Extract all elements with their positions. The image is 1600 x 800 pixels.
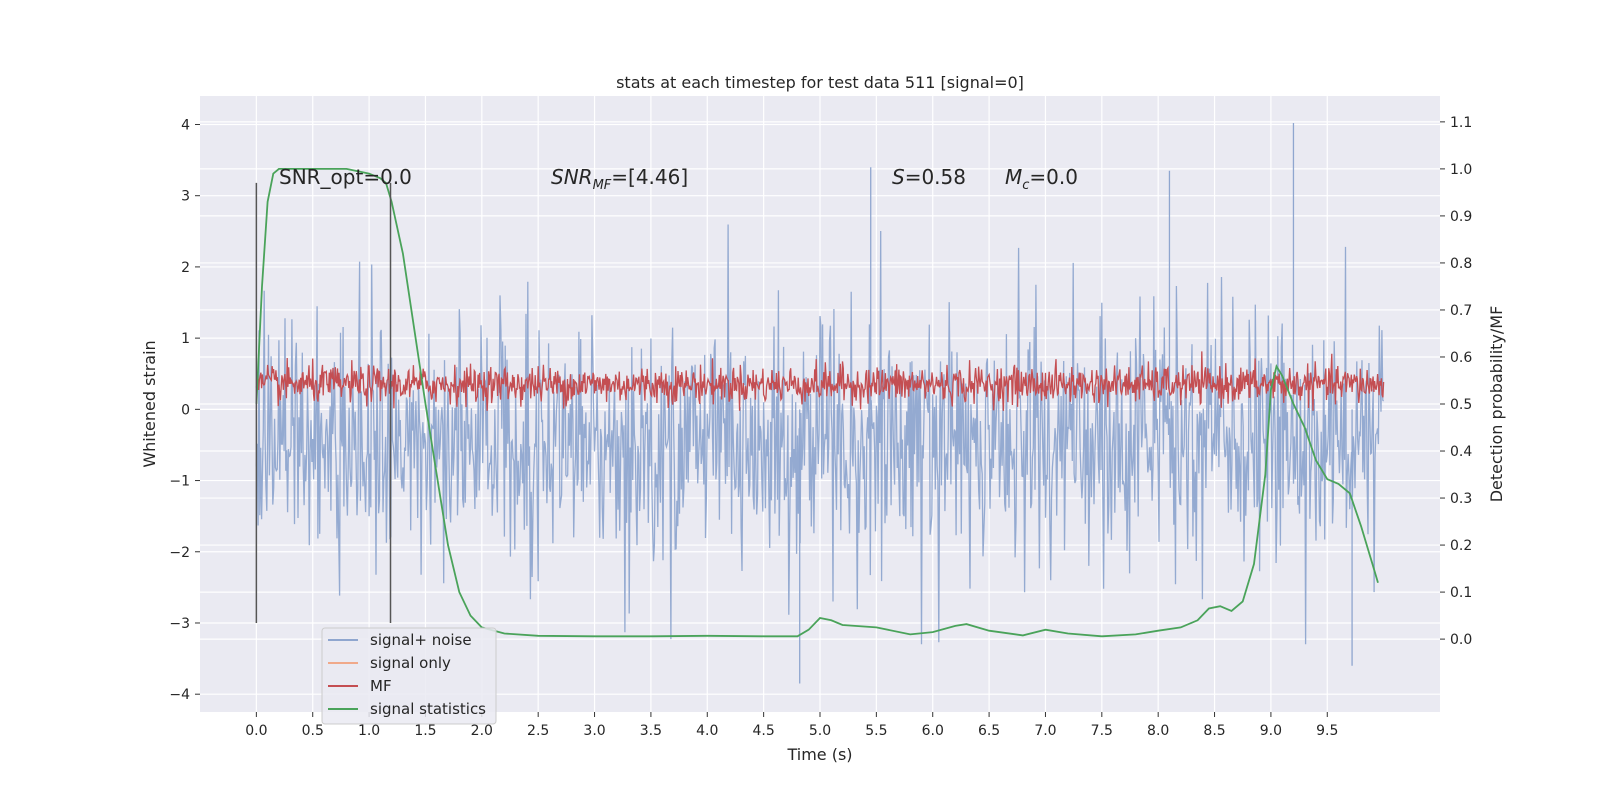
x-axis-label: Time (s) bbox=[786, 745, 852, 764]
series-signal-noise bbox=[255, 123, 1385, 684]
signal-statistics-line bbox=[255, 168, 1379, 638]
x-tick-label: 3.5 bbox=[640, 723, 662, 739]
y2-tick-label: 0.0 bbox=[1450, 632, 1472, 648]
y2-tick-label: 0.2 bbox=[1450, 538, 1472, 554]
annotation-mc: Mc=0.0 bbox=[1005, 165, 1078, 193]
y-tick-label: −2 bbox=[169, 545, 190, 561]
x-tick-label: 6.0 bbox=[922, 723, 944, 739]
s-symbol: S bbox=[892, 165, 905, 189]
y-tick-label: −1 bbox=[169, 474, 190, 490]
x-tick-label: 9.5 bbox=[1316, 723, 1338, 739]
y2-tick-label: 0.7 bbox=[1450, 303, 1472, 319]
legend-box bbox=[321, 627, 497, 725]
window-markers bbox=[255, 182, 392, 623]
y2-axis-label: Detection probability/MF bbox=[1487, 306, 1506, 503]
x-tick-label: 7.0 bbox=[1034, 723, 1056, 739]
mc-subscript: c bbox=[1022, 178, 1029, 193]
legend-label-signal-noise: signal+ noise bbox=[370, 631, 472, 649]
series-mf bbox=[255, 351, 1385, 411]
x-tick-label: 4.5 bbox=[753, 723, 775, 739]
x-tick-label: 5.5 bbox=[865, 723, 887, 739]
y-axis-label: Whitened strain bbox=[140, 340, 159, 467]
series-signal-statistics bbox=[255, 168, 1379, 638]
axis-ticks: 0.0 0.5 1.0 1.5 2.0 2.5 3.0 3.5 4.0 4.5 5.0 5.5 6.0 6… bbox=[169, 115, 1472, 739]
mc-value: =0.0 bbox=[1029, 165, 1078, 189]
y2-tick-label: 0.1 bbox=[1450, 585, 1472, 601]
y2-tick-label: 1.0 bbox=[1450, 162, 1472, 178]
legend-label-mf: MF bbox=[370, 677, 392, 695]
legend: signal+ noise signal only MF signal stat… bbox=[321, 627, 497, 725]
x-tick-label: 6.5 bbox=[978, 723, 1000, 739]
y-tick-label: 1 bbox=[181, 331, 190, 347]
x-tick-label: 7.5 bbox=[1091, 723, 1113, 739]
legend-label-signal-statistics: signal statistics bbox=[370, 700, 486, 718]
snr-mf-value: =[4.46] bbox=[611, 165, 688, 189]
snr-mf-subscript: MF bbox=[593, 178, 612, 193]
y-tick-label: 3 bbox=[181, 189, 190, 205]
y2-tick-label: 1.1 bbox=[1450, 115, 1472, 131]
x-tick-label: 0.5 bbox=[302, 723, 324, 739]
snr-mf-symbol: SNR bbox=[551, 165, 593, 189]
y-tick-label: 4 bbox=[181, 117, 190, 133]
annotation-s: S=0.58 bbox=[892, 165, 966, 189]
signal-noise-trace bbox=[255, 224, 1385, 645]
y-tick-label: 2 bbox=[181, 260, 190, 276]
y2-tick-label: 0.6 bbox=[1450, 350, 1472, 366]
y-tick-label: 0 bbox=[181, 402, 190, 418]
x-tick-label: 1.5 bbox=[414, 723, 436, 739]
x-tick-label: 8.5 bbox=[1203, 723, 1225, 739]
chart-title: stats at each timestep for test data 511… bbox=[616, 73, 1024, 92]
x-tick-label: 0.0 bbox=[245, 723, 267, 739]
x-tick-label: 9.0 bbox=[1260, 723, 1282, 739]
annotation-snr-mf: SNRMF=[4.46] bbox=[551, 165, 688, 193]
y2-tick-label: 0.5 bbox=[1450, 397, 1472, 413]
y2-tick-label: 0.3 bbox=[1450, 491, 1472, 507]
x-tick-label: 1.0 bbox=[358, 723, 380, 739]
x-tick-label: 8.0 bbox=[1147, 723, 1169, 739]
y-tick-label: −3 bbox=[169, 616, 190, 632]
x-tick-label: 4.0 bbox=[696, 723, 718, 739]
x-tick-label: 2.5 bbox=[527, 723, 549, 739]
mc-symbol: M bbox=[1005, 165, 1022, 189]
legend-label-signal-only: signal only bbox=[370, 654, 451, 672]
s-value: =0.58 bbox=[905, 165, 966, 189]
x-tick-label: 2.0 bbox=[471, 723, 493, 739]
y-tick-label: −4 bbox=[169, 687, 190, 703]
grid-lines bbox=[200, 96, 1440, 712]
annotation-snr-opt: SNR_opt=0.0 bbox=[279, 165, 412, 189]
y2-tick-label: 0.8 bbox=[1450, 256, 1472, 272]
x-tick-label: 3.0 bbox=[583, 723, 605, 739]
x-tick-label: 5.0 bbox=[809, 723, 831, 739]
mf-trace bbox=[255, 351, 1385, 411]
y2-tick-label: 0.4 bbox=[1450, 444, 1472, 460]
y2-tick-label: 0.9 bbox=[1450, 209, 1472, 225]
